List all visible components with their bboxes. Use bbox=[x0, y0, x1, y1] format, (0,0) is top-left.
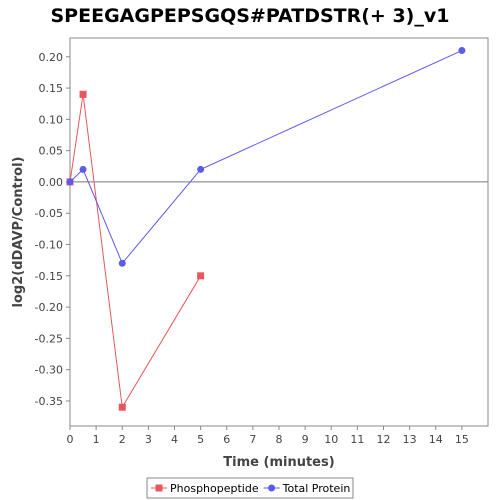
y-tick-label: -0.05 bbox=[35, 207, 63, 220]
y-tick-label: 0.10 bbox=[39, 113, 64, 126]
data-point-square bbox=[197, 272, 205, 280]
x-tick-label: 8 bbox=[276, 433, 283, 446]
data-point-square bbox=[79, 90, 87, 98]
data-point-circle bbox=[79, 165, 87, 173]
y-tick-label: 0.00 bbox=[39, 176, 64, 189]
legend-label-1: Total Protein bbox=[282, 482, 351, 495]
y-tick-label: -0.35 bbox=[35, 395, 63, 408]
y-tick-label: 0.20 bbox=[39, 51, 64, 64]
y-axis-label: log2(dDAVP/Control) bbox=[11, 157, 26, 308]
x-tick-label: 10 bbox=[324, 433, 338, 446]
x-tick-label: 0 bbox=[67, 433, 74, 446]
x-tick-label: 13 bbox=[403, 433, 417, 446]
data-point-circle bbox=[118, 259, 126, 267]
x-axis-label: Time (minutes) bbox=[223, 455, 334, 470]
y-axis: -0.35 -0.30 -0.25 -0.20 -0.15 -0.10 -0.05 0.00 0… bbox=[35, 51, 70, 408]
legend-marker-circle bbox=[268, 484, 276, 492]
plot-area bbox=[69, 37, 489, 427]
x-tick-label: 7 bbox=[249, 433, 256, 446]
data-point-circle bbox=[66, 178, 74, 186]
y-tick-label: -0.30 bbox=[35, 364, 63, 377]
data-point-square bbox=[118, 403, 126, 411]
x-tick-label: 14 bbox=[429, 433, 443, 446]
y-tick-label: -0.20 bbox=[35, 301, 63, 314]
y-tick-label: 0.05 bbox=[39, 145, 64, 158]
series-layer bbox=[66, 47, 466, 411]
legend-label-0: Phosphopeptide bbox=[170, 482, 259, 495]
x-tick-label: 6 bbox=[223, 433, 230, 446]
x-tick-label: 9 bbox=[302, 433, 309, 446]
legend-marker-square bbox=[155, 484, 163, 492]
chart-title: SPEEGAGPEPSGQS#PATDSTR(+ 3)_v1 bbox=[51, 5, 450, 27]
y-tick-label: -0.10 bbox=[35, 239, 63, 252]
data-point-circle bbox=[458, 47, 466, 55]
data-point-circle bbox=[197, 165, 205, 173]
y-tick-label: -0.25 bbox=[35, 332, 63, 345]
legend: Phosphopeptide Total Protein bbox=[146, 477, 354, 499]
x-tick-label: 5 bbox=[197, 433, 204, 446]
x-axis: 0 1 2 3 4 5 6 7 8 9 10 11 12 13 14 15 bbox=[67, 426, 469, 446]
x-tick-label: 4 bbox=[171, 433, 178, 446]
x-tick-label: 11 bbox=[350, 433, 364, 446]
series-line-0 bbox=[69, 94, 202, 409]
x-tick-label: 3 bbox=[145, 433, 152, 446]
y-tick-label: -0.15 bbox=[35, 270, 63, 283]
x-tick-label: 12 bbox=[377, 433, 391, 446]
y-tick-label: 0.15 bbox=[39, 82, 64, 95]
x-tick-label: 1 bbox=[93, 433, 100, 446]
legend-box bbox=[146, 477, 354, 499]
x-tick-label: 2 bbox=[119, 433, 126, 446]
x-tick-label: 15 bbox=[455, 433, 469, 446]
